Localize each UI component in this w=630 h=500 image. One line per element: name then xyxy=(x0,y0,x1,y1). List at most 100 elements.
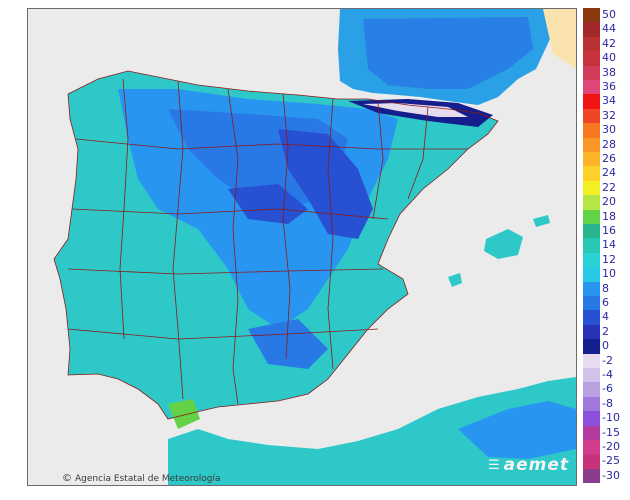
legend-entry: 32 xyxy=(582,108,630,124)
legend-label: 40 xyxy=(602,51,616,65)
legend-swatch xyxy=(583,310,600,325)
legend-entry: 40 xyxy=(582,51,630,66)
legend-entry: 6 xyxy=(582,296,630,311)
legend-swatch xyxy=(583,195,600,210)
legend-swatch xyxy=(583,281,600,296)
atlas-cold xyxy=(458,401,576,459)
legend-swatch xyxy=(583,224,600,239)
legend-entry: -30 xyxy=(582,468,630,484)
legend-entry: 10 xyxy=(582,267,630,282)
legend-swatch xyxy=(583,209,600,224)
legend-swatch xyxy=(583,137,600,152)
legend-swatch xyxy=(583,22,600,37)
temperature-legend: 50 44 42 40 38 36 34 32 30 28 26 24 22 20 18 16 14 12 10 8 6… xyxy=(582,8,630,484)
legend-entry: -10 xyxy=(582,411,630,426)
legend-entry: 2 xyxy=(582,324,630,340)
legend-label: -30 xyxy=(602,468,620,482)
legend-swatch xyxy=(583,382,600,397)
legend-swatch xyxy=(583,152,600,167)
legend-swatch xyxy=(583,267,600,282)
legend-label: 50 xyxy=(602,8,616,21)
legend-label: 6 xyxy=(602,296,609,309)
legend-label: 14 xyxy=(602,238,616,252)
legend-swatch xyxy=(583,353,600,368)
legend-label: 0 xyxy=(602,339,609,353)
legend-swatch xyxy=(583,454,600,469)
legend-label: 34 xyxy=(602,94,616,108)
legend-entry: 12 xyxy=(582,252,630,268)
legend-swatch xyxy=(583,296,600,311)
iberian-range-cold xyxy=(278,129,373,239)
legend-entry: -2 xyxy=(582,353,630,368)
legend-label: 10 xyxy=(602,267,616,281)
legend-label: 16 xyxy=(602,224,616,237)
legend-label: 20 xyxy=(602,195,616,209)
legend-swatch xyxy=(583,468,600,484)
legend-entry: -15 xyxy=(582,425,630,440)
pyrenees-subzero xyxy=(363,103,468,117)
temperature-map: © Agencia Estatal de Meteorología ☰ aeme… xyxy=(27,8,577,486)
legend-entry: -6 xyxy=(582,382,630,397)
legend-label: -10 xyxy=(602,411,620,425)
legend-label: 26 xyxy=(602,152,616,165)
copyright-icon: © xyxy=(62,473,72,484)
legend-entry: 16 xyxy=(582,224,630,239)
ibiza xyxy=(448,273,462,287)
legend-label: 4 xyxy=(602,310,609,324)
legend-entry: 22 xyxy=(582,180,630,196)
legend-swatch xyxy=(583,425,600,440)
southwest-warm xyxy=(168,399,200,429)
legend-swatch xyxy=(583,368,600,383)
warm-corner xyxy=(543,9,576,69)
legend-entry: 24 xyxy=(582,166,630,181)
legend-entry: 36 xyxy=(582,80,630,95)
legend-label: -2 xyxy=(602,353,613,367)
map-graphic xyxy=(28,9,576,485)
legend-entry: 30 xyxy=(582,123,630,138)
province-borders xyxy=(53,70,499,420)
legend-label: 36 xyxy=(602,80,616,93)
legend-swatch xyxy=(583,440,600,455)
legend-entry: 34 xyxy=(582,94,630,109)
legend-label: 12 xyxy=(602,252,616,266)
sierra-cold xyxy=(228,184,308,224)
aemet-logo: ☰ aemet xyxy=(488,455,569,475)
legend-label: 28 xyxy=(602,137,616,151)
legend-entry: 42 xyxy=(582,36,630,52)
credit-text: Agencia Estatal de Meteorología xyxy=(75,473,221,484)
legend-label: 8 xyxy=(602,281,609,295)
legend-entry: 44 xyxy=(582,22,630,37)
legend-entry: -20 xyxy=(582,440,630,455)
legend-entry: 28 xyxy=(582,137,630,152)
north-africa xyxy=(168,377,576,485)
legend-label: 32 xyxy=(602,108,616,122)
legend-swatch xyxy=(583,108,600,124)
legend-entry: 4 xyxy=(582,310,630,325)
legend-entry: -8 xyxy=(582,396,630,412)
legend-label: -25 xyxy=(602,454,620,468)
legend-label: 30 xyxy=(602,123,616,137)
legend-entry: 14 xyxy=(582,238,630,253)
legend-label: -4 xyxy=(602,368,613,381)
legend-swatch xyxy=(583,339,600,354)
legend-swatch xyxy=(583,65,600,80)
legend-swatch xyxy=(583,8,600,23)
legend-label: -6 xyxy=(602,382,613,396)
mallorca xyxy=(484,229,523,259)
penibetica-cold xyxy=(248,319,328,369)
legend-entry: 8 xyxy=(582,281,630,296)
legend-label: 22 xyxy=(602,180,616,194)
credit: © Agencia Estatal de Meteorología xyxy=(62,473,221,484)
legend-label: 24 xyxy=(602,166,616,180)
legend-swatch xyxy=(583,324,600,340)
menorca xyxy=(533,215,550,227)
aemet-logo-text: aemet xyxy=(503,455,570,475)
france-inner-blue xyxy=(363,17,533,89)
legend-label: -8 xyxy=(602,396,613,410)
legend-label: 38 xyxy=(602,65,616,79)
legend-label: -15 xyxy=(602,425,620,439)
legend-swatch xyxy=(583,51,600,66)
legend-entry: 18 xyxy=(582,209,630,224)
legend-entry: 38 xyxy=(582,65,630,80)
legend-swatch xyxy=(583,238,600,253)
